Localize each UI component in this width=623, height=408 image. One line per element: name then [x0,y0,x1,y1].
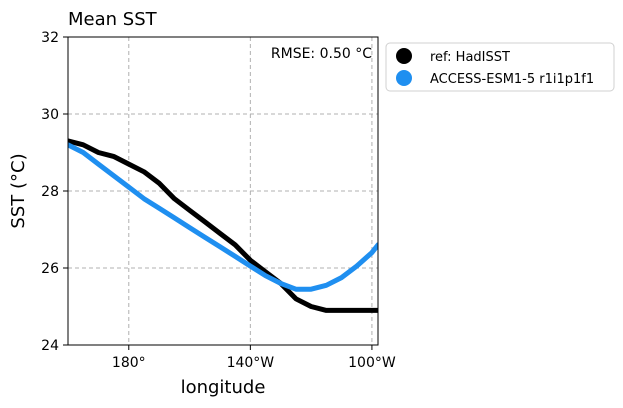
y-axis-label: SST (°C) [8,153,29,228]
series-layer [68,138,378,313]
legend: ref: HadISST ACCESS-ESM1-5 r1i1p1f1 [385,42,615,92]
series-line-0 [68,138,378,313]
y-tick-label: 32 [41,30,59,46]
chart-title: Mean SST [68,9,158,30]
y-tick-label: 24 [41,338,59,354]
x-tick-label: 180° [112,355,146,371]
legend-label-0: ref: HadISST [430,50,510,65]
y-tick-label: 26 [41,261,59,277]
legend-marker-1 [396,70,412,86]
legend-marker-0 [396,48,412,64]
grid-layer [68,37,378,345]
tick-layer: 24 26 28 30 32 180° 140°W 100°W [41,30,396,371]
legend-box [385,42,615,92]
x-tick-label: 100°W [348,355,396,371]
y-tick-label: 28 [41,184,59,200]
x-tick-label: 140°W [227,355,275,371]
x-axis-label: longitude [181,377,266,398]
y-tick-label: 30 [41,107,59,123]
legend-label-1: ACCESS-ESM1-5 r1i1p1f1 [430,72,594,87]
rmse-annotation: RMSE: 0.50 °C [271,46,372,62]
series-line-1 [68,142,378,292]
